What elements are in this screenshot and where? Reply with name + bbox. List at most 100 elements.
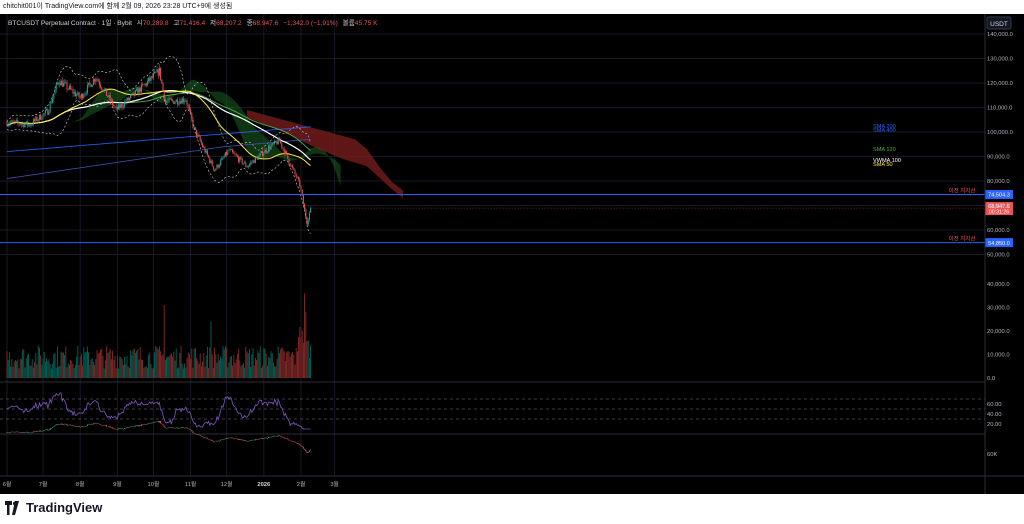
volume-bar xyxy=(220,356,222,378)
lower-bar xyxy=(222,439,224,440)
volume-bar xyxy=(221,358,223,378)
lower-bar xyxy=(166,427,168,429)
candle-body xyxy=(145,83,147,86)
lower-bar xyxy=(280,435,282,437)
lower-bar xyxy=(49,427,51,430)
candle-body xyxy=(281,142,283,148)
candle-body xyxy=(23,123,25,128)
candle-body xyxy=(151,76,153,78)
lower-bar xyxy=(20,432,22,434)
candle-body xyxy=(150,76,152,81)
candle-body xyxy=(163,90,165,100)
volume-bar xyxy=(24,367,26,378)
candle-body xyxy=(275,140,277,142)
lower-bar xyxy=(282,437,284,438)
price-axis[interactable]: 140,000.0 130,000.0 120,000.0 110,000.0 100,… xyxy=(987,32,1013,259)
price-tick-label: 130,000.0 xyxy=(987,57,1013,63)
lower-bar xyxy=(119,428,121,430)
volume-bar xyxy=(8,352,10,378)
lower-bar xyxy=(250,440,252,441)
candle-body xyxy=(103,89,105,92)
volume-bar xyxy=(166,357,168,378)
volume-bar xyxy=(47,361,49,378)
volume-bar xyxy=(192,367,194,378)
candle-body xyxy=(94,79,96,82)
volume-bar xyxy=(155,345,157,378)
lower-bar xyxy=(306,451,308,453)
lower-bar xyxy=(96,423,98,424)
candle-body xyxy=(12,120,14,122)
volume-bar xyxy=(100,349,102,378)
lower-bar xyxy=(146,423,148,425)
volume-bar xyxy=(28,353,30,378)
candle-body xyxy=(47,109,49,115)
volume-bar xyxy=(247,353,249,378)
candle-body xyxy=(304,203,306,210)
volume-bar xyxy=(198,363,200,378)
candle-body xyxy=(30,124,32,127)
candle-body xyxy=(155,71,157,73)
volume-bar xyxy=(74,364,76,378)
price-tick-label: 50,000.0 xyxy=(987,253,1010,259)
volume-bar xyxy=(121,359,123,378)
candle-body xyxy=(226,152,228,155)
candle-body xyxy=(239,157,241,162)
volume-bar xyxy=(180,345,182,378)
volume-bar xyxy=(283,351,285,378)
candle-body xyxy=(88,82,90,85)
candle-body xyxy=(211,160,213,167)
lower-bar xyxy=(73,425,75,427)
volume-bar xyxy=(187,352,189,378)
volume-bar xyxy=(76,356,78,378)
volume-bar xyxy=(146,367,148,378)
lower-bar xyxy=(62,423,64,425)
candle-body xyxy=(253,160,255,163)
lower-bar xyxy=(304,448,306,450)
lower-bar xyxy=(35,430,37,432)
candle-body xyxy=(85,93,87,94)
volume-bar xyxy=(61,352,63,378)
lower-bar xyxy=(268,436,270,438)
volume-bar xyxy=(46,358,48,378)
candle-body xyxy=(59,82,61,86)
candle-body xyxy=(221,157,223,161)
volume-bar xyxy=(217,354,219,378)
candle-body xyxy=(175,99,177,102)
candle-body xyxy=(82,94,84,99)
volume-bar xyxy=(238,348,240,378)
lower-bar xyxy=(240,439,242,440)
candle-body xyxy=(191,112,193,120)
volume-bar xyxy=(107,352,109,378)
candle-body xyxy=(170,99,172,101)
volume-bar xyxy=(97,353,99,378)
current-price-countdown: 00:31:26 xyxy=(989,209,1009,215)
candle-body xyxy=(209,157,211,163)
candle-body xyxy=(240,157,242,159)
volume-bar xyxy=(210,321,212,378)
lower-bar xyxy=(156,421,158,422)
volume-bar xyxy=(92,362,94,378)
candle-body xyxy=(259,153,261,156)
lower-bar xyxy=(186,427,188,429)
currency-button[interactable]: USDT xyxy=(986,16,1012,30)
volume-bar xyxy=(6,350,8,378)
volume-bar xyxy=(286,352,288,378)
volume-bar xyxy=(126,356,128,378)
lower-bar xyxy=(292,440,294,442)
lower-bar xyxy=(10,432,12,433)
lower-bar xyxy=(124,427,126,429)
volume-bar xyxy=(150,363,152,378)
volume-bar xyxy=(254,358,256,378)
volume-bar xyxy=(208,368,210,378)
ma-label: SMA 50 xyxy=(873,162,893,168)
support-price-tag xyxy=(985,189,1013,199)
volume-bar xyxy=(293,354,295,378)
legend: BTCUSDT Perpetual Contract · 1일 · Bybit … xyxy=(8,18,378,27)
volume-bar xyxy=(67,362,69,378)
volume-bar xyxy=(133,348,135,378)
candle-body xyxy=(160,67,162,80)
lower-bar xyxy=(106,425,108,427)
time-axis[interactable]: 6월 7월 8월 9월 10월 11월 12월 2026 2월 3월 xyxy=(3,480,339,488)
lower-bar xyxy=(38,430,40,432)
